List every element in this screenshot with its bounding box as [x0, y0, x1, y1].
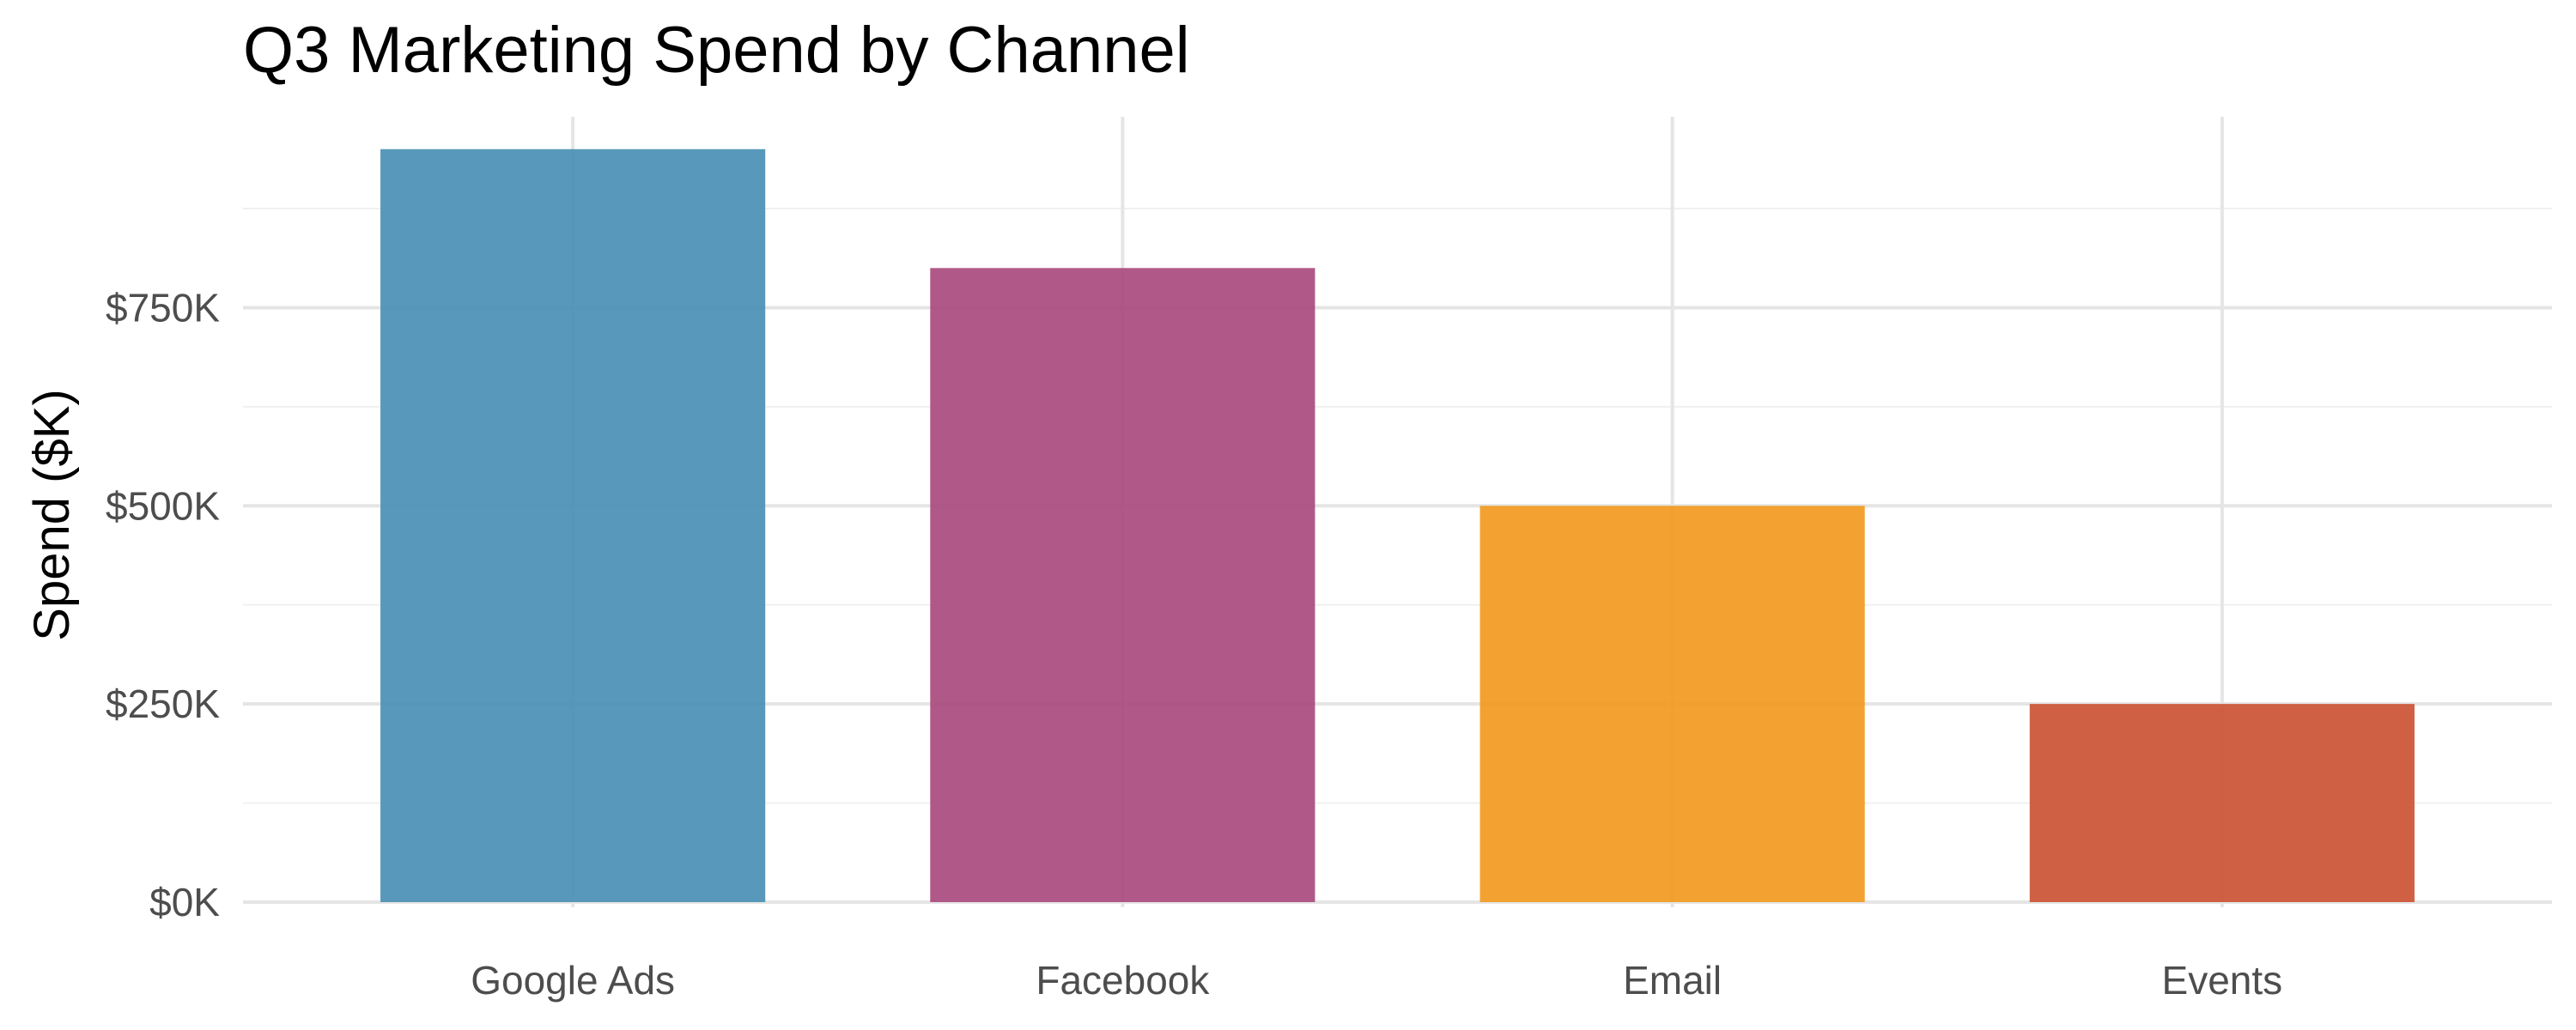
bars-layer — [380, 148, 2415, 902]
bar-email — [1479, 506, 1865, 902]
bar-events — [2029, 704, 2415, 902]
x-tick-label: Events — [2162, 958, 2283, 1003]
y-tick-label: $0K — [149, 880, 220, 924]
bar-facebook — [930, 268, 1315, 902]
y-axis-title: Spend ($K) — [24, 389, 80, 640]
y-tick-label: $500K — [106, 483, 220, 528]
y-tick-label: $750K — [106, 285, 220, 330]
x-tick-label: Google Ads — [471, 958, 675, 1003]
bar-google-ads — [380, 148, 766, 902]
x-tick-label: Facebook — [1036, 958, 1210, 1003]
x-tick-label: Email — [1623, 958, 1722, 1003]
y-axis-ticks: $0K $250K $500K $750K — [106, 285, 220, 924]
x-axis-ticks: Google Ads Facebook Email Events — [471, 958, 2282, 1003]
chart-title: Q3 Marketing Spend by Channel — [243, 14, 1190, 87]
y-tick-label: $250K — [106, 682, 220, 726]
